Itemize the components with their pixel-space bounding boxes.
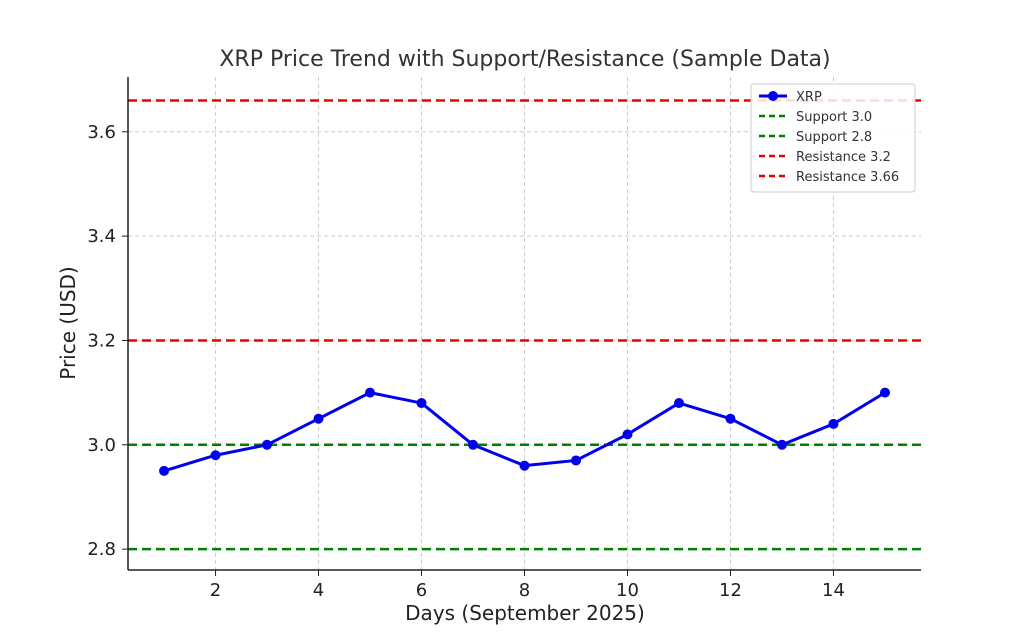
data-point [673, 398, 684, 409]
data-point [313, 413, 324, 424]
x-tick-label: 12 [719, 580, 742, 601]
y-tick-label: 3.0 [87, 435, 116, 456]
x-tick-label: 10 [616, 580, 639, 601]
y-tick-label: 3.2 [87, 330, 116, 351]
series-line [163, 391, 886, 473]
y-axis-label: Price (USD) [56, 266, 80, 380]
data-point [210, 450, 221, 461]
data-point [828, 418, 839, 429]
y-tick-label: 2.8 [87, 539, 116, 560]
y-tick-label: 3.4 [87, 226, 116, 247]
series-layer [159, 387, 890, 476]
chart-title: XRP Price Trend with Support/Resistance … [219, 47, 830, 72]
data-point [365, 387, 376, 398]
data-point [416, 398, 427, 409]
legend-label: Resistance 3.2 [796, 150, 891, 165]
x-tick-label: 8 [519, 580, 530, 601]
tick-labels: 2 4 6 8 10 12 14 2.8 3.0 3.2 3.4 3.6 [87, 122, 845, 601]
data-point [622, 429, 633, 440]
x-tick-label: 6 [416, 580, 427, 601]
legend-label: Support 2.8 [796, 130, 872, 145]
legend-box [750, 83, 916, 193]
legend-label: XRP [796, 90, 822, 105]
data-point [725, 413, 736, 424]
legend-marker [768, 91, 778, 101]
legend-label: Support 3.0 [796, 110, 872, 125]
legend: XRP Support 3.0 Support 2.8 Resistance 3.2 R… [750, 83, 916, 193]
data-point [519, 460, 530, 471]
data-point [879, 387, 890, 398]
data-point [570, 455, 581, 466]
x-axis-label: Days (September 2025) [405, 601, 645, 625]
data-point [468, 439, 479, 450]
data-point [776, 439, 787, 450]
x-tick-label: 14 [822, 580, 845, 601]
axes [122, 77, 921, 576]
legend-label: Resistance 3.66 [796, 170, 899, 185]
data-point [159, 465, 170, 476]
x-tick-label: 4 [313, 580, 324, 601]
y-tick-label: 3.6 [87, 122, 116, 143]
data-point [262, 439, 273, 450]
x-tick-label: 2 [210, 580, 221, 601]
